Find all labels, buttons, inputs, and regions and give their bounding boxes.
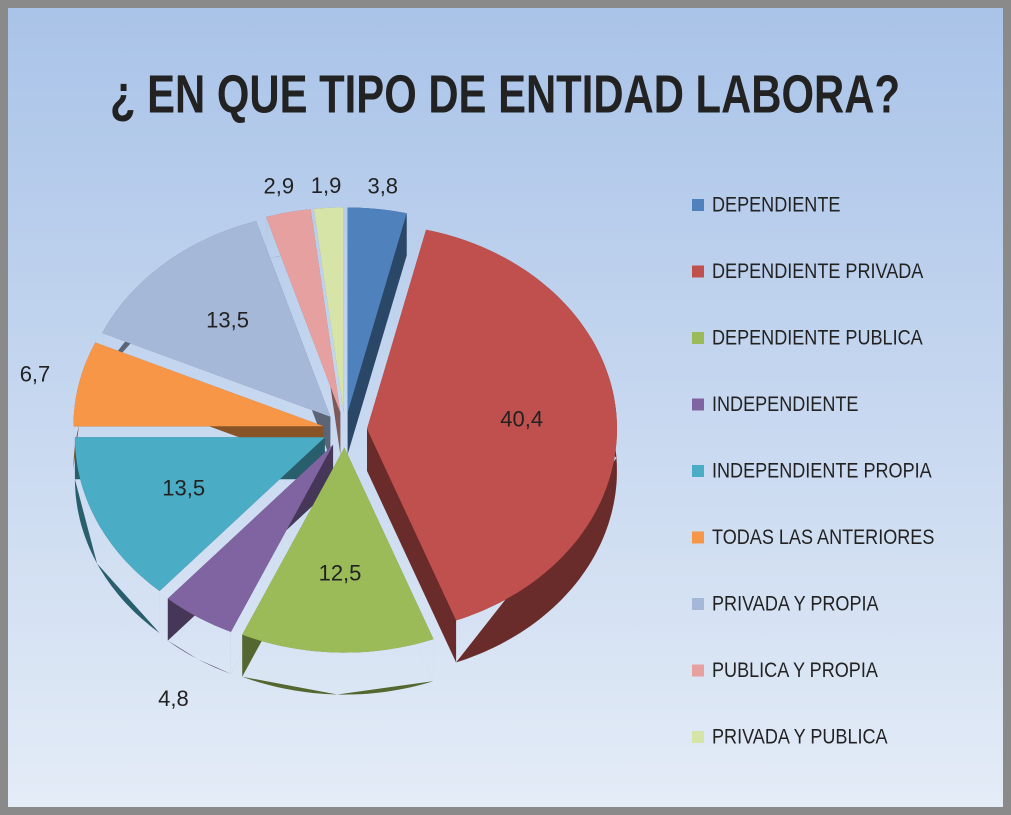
data-label: 1,9	[311, 173, 342, 198]
slice	[313, 207, 344, 413]
legend-label: PRIVADA Y PUBLICA	[712, 725, 888, 749]
slice	[74, 437, 325, 591]
slice	[367, 229, 617, 621]
data-label: 13,5	[162, 475, 205, 500]
data-label: 2,9	[263, 174, 294, 199]
legend-label: TODAS LAS ANTERIORES	[712, 526, 934, 550]
legend-swatch	[692, 332, 704, 344]
data-label: 6,7	[20, 362, 51, 387]
slice	[266, 209, 341, 413]
legend-label: PRIVADA Y PROPIA	[712, 592, 879, 616]
legend-label: INDEPENDIENTE PROPIA	[712, 459, 933, 483]
data-label: 40,4	[500, 407, 543, 432]
legend-label: DEPENDIENTE PUBLICA	[712, 326, 924, 350]
legend-swatch	[692, 465, 704, 477]
slice	[167, 444, 334, 632]
legend-swatch	[692, 598, 704, 610]
legend-swatch	[692, 664, 704, 677]
data-label: 3,8	[367, 173, 398, 198]
slice	[242, 447, 434, 653]
data-label: 4,8	[158, 686, 189, 711]
data-label: 12,5	[319, 560, 362, 585]
legend-label: DEPENDIENTE PRIVADA	[712, 260, 924, 284]
legend-swatch	[692, 398, 704, 411]
chart-title: ¿ EN QUE TIPO DE ENTIDAD LABORA?	[110, 64, 900, 124]
legend-swatch	[692, 265, 704, 278]
legend-swatch	[692, 199, 704, 211]
legend-swatch	[692, 531, 704, 544]
legend-label: PUBLICA Y PROPIA	[712, 659, 879, 683]
legend-label: INDEPENDIENTE	[712, 393, 858, 417]
slice	[102, 221, 331, 417]
slice	[73, 342, 324, 427]
legend-label: DEPENDIENTE	[712, 193, 840, 217]
data-label: 13,5	[206, 308, 249, 333]
legend-swatch	[692, 731, 704, 743]
slice	[347, 207, 407, 413]
